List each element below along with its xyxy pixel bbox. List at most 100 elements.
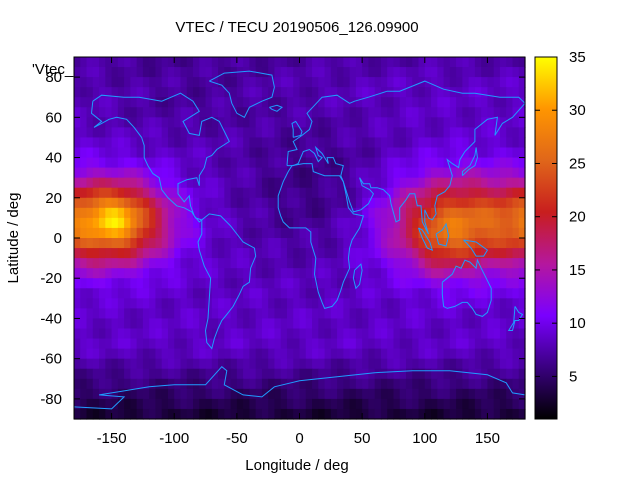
heatmap-cell	[487, 177, 495, 189]
heatmap-cell	[199, 378, 207, 390]
heatmap-cell	[481, 167, 489, 179]
heatmap-cell	[387, 238, 395, 249]
heatmap-cell	[193, 388, 200, 400]
heatmap-cell	[105, 378, 113, 390]
heatmap-cell	[362, 137, 369, 149]
heatmap-cell	[512, 137, 520, 149]
heatmap-cell	[136, 328, 144, 340]
heatmap-cell	[368, 248, 376, 259]
heatmap-cell	[293, 278, 301, 289]
heatmap-cell	[230, 207, 238, 219]
heatmap-cell	[362, 278, 369, 289]
heatmap-cell	[261, 238, 269, 249]
heatmap-cell	[80, 258, 88, 269]
heatmap-cell	[280, 358, 288, 370]
heatmap-cell	[174, 227, 182, 239]
heatmap-cell	[349, 67, 357, 78]
heatmap-cell	[393, 408, 401, 420]
heatmap-cell	[174, 167, 182, 179]
heatmap-cell	[280, 348, 288, 360]
heatmap-cell	[387, 57, 395, 68]
heatmap-cell	[174, 328, 182, 340]
heatmap-cell	[443, 157, 451, 169]
heatmap-cell	[449, 217, 457, 229]
heatmap-cell	[349, 87, 357, 98]
heatmap-cell	[199, 268, 207, 279]
heatmap-cell	[249, 328, 257, 340]
heatmap-cell	[180, 77, 188, 88]
heatmap-cell	[380, 328, 388, 340]
heatmap-cell	[468, 358, 476, 370]
heatmap-cell	[155, 197, 163, 209]
heatmap-cell	[506, 298, 514, 309]
heatmap-cell	[86, 177, 94, 189]
heatmap-cell	[74, 338, 81, 350]
heatmap-cell	[368, 348, 376, 360]
heatmap-cell	[286, 107, 294, 118]
heatmap-cell	[274, 177, 282, 189]
heatmap-cell	[431, 298, 438, 309]
heatmap-cell	[418, 217, 426, 229]
heatmap-cell	[493, 388, 501, 400]
heatmap-cell	[86, 87, 94, 98]
heatmap-cell	[399, 227, 407, 239]
heatmap-cell	[399, 408, 407, 420]
heatmap-cell	[349, 157, 357, 169]
heatmap-cell	[236, 107, 244, 118]
coastline	[197, 213, 257, 350]
heatmap-cell	[180, 258, 188, 269]
heatmap-cell	[230, 127, 238, 139]
heatmap-cell	[124, 117, 131, 128]
heatmap-cell	[337, 77, 344, 88]
heatmap-cell	[418, 167, 426, 179]
heatmap-cell	[337, 157, 344, 169]
heatmap-cell	[374, 97, 382, 108]
heatmap-cell	[293, 388, 301, 400]
heatmap-cell	[193, 278, 200, 289]
heatmap-cell	[80, 157, 88, 169]
heatmap-cell	[499, 77, 507, 88]
heatmap-cell	[142, 398, 150, 410]
heatmap-cell	[161, 57, 169, 68]
heatmap-cell	[193, 358, 200, 370]
heatmap-cell	[405, 177, 413, 189]
heatmap-cell	[362, 308, 369, 320]
heatmap-cell	[211, 318, 219, 330]
heatmap-cell	[261, 288, 269, 299]
heatmap-cell	[499, 177, 507, 189]
heatmap-cell	[374, 368, 382, 380]
heatmap-cell	[86, 408, 94, 420]
heatmap-cell	[74, 157, 81, 169]
heatmap-cell	[243, 338, 250, 350]
heatmap-cell	[443, 378, 451, 390]
heatmap-cell	[468, 258, 476, 269]
heatmap-cell	[418, 308, 426, 320]
heatmap-cell	[142, 328, 150, 340]
heatmap-cell	[437, 278, 445, 289]
heatmap-cell	[167, 358, 175, 370]
heatmap-cell	[274, 378, 282, 390]
heatmap-cell	[286, 97, 294, 108]
heatmap-cell	[236, 77, 244, 88]
heatmap-cell	[105, 77, 113, 88]
heatmap-cell	[199, 248, 207, 259]
heatmap-cell	[468, 398, 476, 410]
heatmap-cell	[286, 167, 294, 179]
heatmap-cell	[218, 348, 225, 360]
heatmap-cell	[343, 177, 351, 189]
heatmap-cell	[180, 87, 188, 98]
heatmap-cell	[362, 87, 369, 98]
heatmap-cell	[80, 197, 88, 209]
heatmap-cell	[393, 57, 401, 68]
heatmap-cell	[199, 147, 207, 159]
heatmap-cell	[393, 358, 401, 370]
heatmap-cell	[111, 137, 119, 149]
heatmap-cell	[468, 177, 476, 189]
heatmap-cell	[368, 288, 376, 299]
heatmap-cell	[155, 67, 163, 78]
heatmap-cell	[318, 398, 326, 410]
heatmap-cell	[236, 147, 244, 159]
heatmap-cell	[167, 117, 175, 128]
heatmap-cell	[211, 67, 219, 78]
heatmap-cell	[456, 268, 463, 279]
